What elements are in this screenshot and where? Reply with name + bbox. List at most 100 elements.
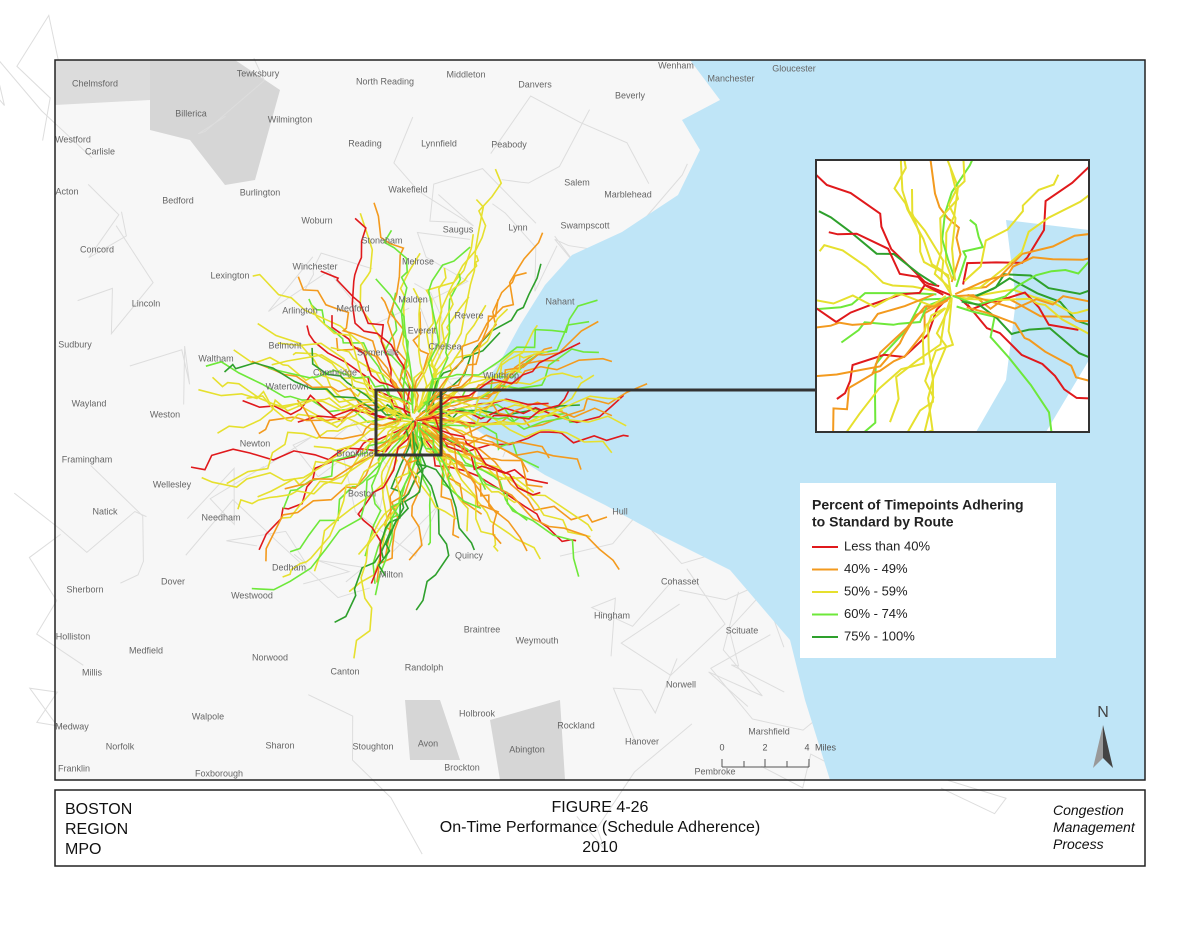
legend-label: Less than 40% (844, 538, 930, 553)
legend: Less than 40% 40% - 49% 50% - 59% 60% - 74%… (812, 538, 930, 643)
town-label: Wayland (72, 398, 107, 408)
town-label: Peabody (491, 139, 527, 149)
route (418, 421, 593, 532)
route (953, 294, 1089, 323)
route (816, 293, 935, 329)
route (357, 420, 417, 584)
route (818, 244, 937, 293)
town-label: Carlisle (85, 146, 115, 156)
town-label: Somerville (357, 347, 399, 357)
route (351, 217, 411, 405)
route (379, 434, 427, 559)
town-label: Cambridge (313, 367, 357, 377)
town-label: Canton (330, 666, 359, 676)
town-label: Brookline (336, 448, 374, 458)
town-label: Malden (398, 294, 428, 304)
boundary (226, 530, 307, 565)
route (425, 299, 598, 413)
boundary (185, 498, 370, 599)
route (906, 307, 946, 432)
route (306, 325, 409, 417)
town-label: Quincy (455, 550, 484, 560)
route (282, 434, 405, 578)
town-label: Dedham (272, 562, 306, 572)
town-label: Newton (240, 438, 271, 448)
footer-text: 2010 (582, 839, 618, 856)
route (251, 432, 402, 591)
town-label: Middleton (446, 69, 485, 79)
route (377, 432, 424, 577)
footer-text: MPO (65, 841, 102, 858)
gray-area (405, 700, 460, 760)
town-label: Everett (408, 325, 437, 335)
route (911, 188, 952, 296)
town-label: Acton (55, 186, 78, 196)
boundary (87, 183, 127, 259)
town-label: Wakefield (388, 184, 427, 194)
route (380, 296, 420, 414)
town-label: Dover (161, 576, 185, 586)
route (955, 219, 985, 288)
town-label: Lexington (210, 270, 249, 280)
town-label: Watertown (266, 381, 309, 391)
boundary (728, 575, 785, 693)
route (237, 421, 412, 510)
route (962, 165, 1089, 285)
route (965, 297, 1089, 335)
route (944, 160, 960, 280)
boundary (16, 14, 60, 141)
route (433, 412, 627, 427)
town-label: Holbrook (459, 708, 496, 718)
route (431, 372, 584, 415)
legend-label: 75% - 100% (844, 628, 915, 643)
route (966, 306, 1089, 382)
town-label: Revere (454, 310, 483, 320)
route (428, 342, 581, 415)
town-label: Stoughton (352, 741, 393, 751)
route (416, 416, 549, 485)
route (828, 231, 952, 297)
boundary (0, 60, 93, 159)
boundary (77, 225, 154, 336)
footer-text: On-Time Performance (Schedule Adherence) (439, 819, 761, 836)
legend-box (800, 483, 1056, 658)
town-label: Norwood (252, 652, 288, 662)
town-label: Norwell (666, 679, 696, 689)
scale-label: 2 (762, 742, 767, 752)
route (967, 293, 1089, 310)
town-label: Winthrop (483, 370, 519, 380)
town-label: Tewksbury (237, 68, 280, 78)
town-label: Burlington (240, 187, 281, 197)
route (311, 347, 411, 417)
town-label: Weston (150, 409, 180, 419)
town-label: Framingham (62, 454, 113, 464)
town-label: Medway (55, 721, 89, 731)
town-label: Needham (201, 512, 240, 522)
legend-title: to Standard by Route (812, 514, 954, 530)
route (832, 296, 951, 432)
route (923, 297, 955, 432)
route (424, 425, 577, 543)
town-label: Chelsea (428, 341, 461, 351)
route (840, 295, 952, 344)
boundary (590, 579, 674, 657)
scale-bar: 0 2 4 Miles (719, 742, 837, 768)
town-label: Lynn (508, 222, 527, 232)
footer-text: Management (1053, 819, 1135, 835)
town-label: Cohasset (661, 576, 700, 586)
footer-center: FIGURE 4-26 On-Time Performance (Schedul… (400, 798, 800, 858)
town-label: Millis (82, 667, 102, 677)
route (413, 168, 503, 410)
boundary (620, 568, 726, 676)
town-label: Saugus (443, 224, 474, 234)
town-label: Abington (509, 744, 545, 754)
town-label: Stoneham (361, 235, 402, 245)
boundary (28, 687, 68, 729)
route (899, 160, 953, 297)
town-label: Westwood (231, 590, 273, 600)
town-label: Woburn (301, 215, 332, 225)
route (423, 433, 499, 552)
town-label: Lincoln (132, 298, 161, 308)
town-label: Billerica (175, 108, 207, 118)
town-label: Rockland (557, 720, 595, 730)
